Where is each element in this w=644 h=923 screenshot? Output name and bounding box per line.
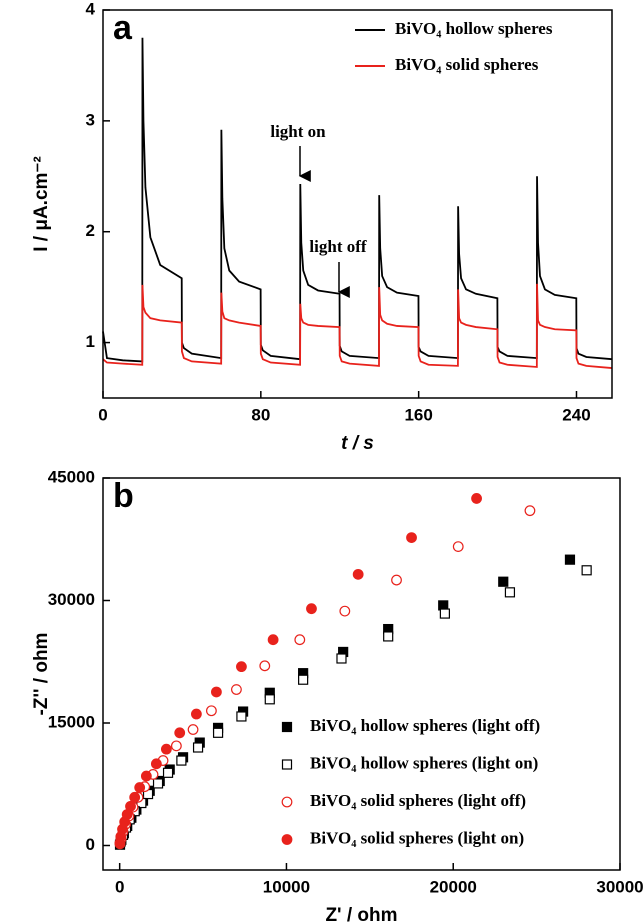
point [140,770,152,782]
annotation: light off [309,237,366,256]
legend-label: BiVO₄ solid spheres (light on) [310,828,524,847]
point [231,684,242,695]
x-tick-label: 80 [251,405,270,424]
legend-label: BiVO₄ hollow spheres [395,19,553,38]
legend-marker [281,721,293,733]
point [150,758,162,770]
plot-frame [102,9,613,399]
point [298,674,309,685]
point [352,568,364,580]
x-tick-label: 30000 [596,877,643,896]
point [336,653,347,664]
x-tick-label: 0 [98,405,107,424]
line [102,283,613,369]
point [187,724,199,735]
y-tick-label: 30000 [48,590,95,609]
point [170,740,182,752]
point [176,755,187,766]
legend-marker [281,759,293,770]
y-tick-label: 0 [86,835,95,854]
point [160,743,172,755]
legend-marker [281,834,293,845]
y-tick-label: 45000 [48,467,95,486]
annotation: light on [270,122,326,141]
line [102,37,613,363]
point [134,782,146,793]
point [211,686,222,698]
point [162,767,174,778]
point [152,778,164,789]
x-tick-label: 10000 [263,877,310,896]
point [259,660,271,672]
point [192,742,204,753]
x-axis-label: Z' / ohm [325,905,397,923]
point [236,711,247,722]
legend-label: BiVO₄ solid spheres (light off) [310,791,526,810]
y-tick-label: 15000 [48,712,95,731]
legend-marker [281,796,293,808]
point [190,708,202,720]
x-tick-label: 240 [562,405,590,424]
point [383,631,394,642]
point [306,603,317,615]
x-tick-label: 20000 [430,877,477,896]
point [264,694,275,705]
legend-label: BiVO₄ solid spheres [395,55,539,74]
legend-label: BiVO₄ hollow spheres (light on) [310,753,538,772]
y-tick-label: 2 [86,221,95,240]
x-tick-label: 0 [115,877,124,896]
point [267,634,279,646]
panel-label: b [113,477,134,515]
point [452,541,464,552]
plot-frame [102,477,621,871]
point [391,574,402,586]
y-axis-label: I / μA.cm⁻² [31,156,52,252]
panel-label: a [113,9,133,47]
y-tick-label: 3 [86,110,95,129]
point [471,493,482,504]
x-axis-label: t / s [341,433,374,454]
point [524,505,536,517]
x-tick-label: 160 [404,405,432,424]
point [174,727,186,739]
point [581,565,592,576]
legend-label: BiVO₄ hollow spheres (light off) [310,716,540,735]
point [498,576,509,587]
point [406,532,417,544]
point [339,605,351,617]
y-tick-label: 4 [86,0,96,18]
point [439,608,450,619]
point [236,661,247,673]
y-tick-label: 1 [86,332,95,351]
point [206,705,217,717]
point [212,727,224,738]
point [114,837,126,849]
point [504,587,516,598]
point [129,791,141,803]
point [564,554,576,565]
y-axis-label: -Z'' / ohm [31,633,52,716]
point [294,634,306,646]
